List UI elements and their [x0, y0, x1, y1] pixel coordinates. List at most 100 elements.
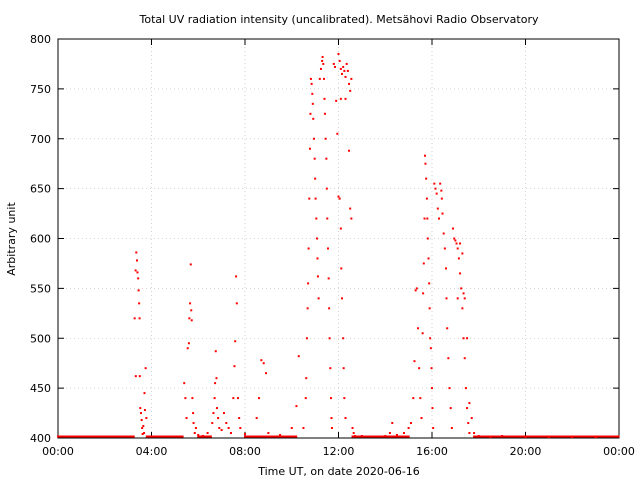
data-point	[440, 189, 443, 192]
data-point	[420, 417, 423, 420]
data-point	[470, 417, 473, 420]
data-points	[57, 52, 620, 439]
y-tick-label: 500	[30, 332, 51, 345]
data-point	[330, 397, 333, 400]
data-point	[348, 149, 351, 152]
data-point	[326, 247, 329, 250]
data-point	[265, 372, 268, 375]
data-point	[433, 182, 436, 185]
data-point	[132, 435, 135, 438]
data-point	[428, 282, 431, 285]
data-point	[206, 432, 209, 435]
data-point	[138, 375, 141, 378]
data-point	[360, 435, 363, 438]
data-point	[477, 435, 480, 438]
y-tick-label: 600	[30, 233, 51, 246]
data-point	[438, 217, 441, 220]
data-point	[448, 387, 451, 390]
data-point	[312, 137, 315, 140]
data-point	[323, 112, 326, 115]
data-point	[308, 147, 311, 150]
data-point	[295, 435, 298, 438]
data-point	[309, 112, 312, 115]
data-point	[329, 367, 332, 370]
data-point	[236, 397, 239, 400]
data-point	[428, 307, 431, 310]
y-tick-label: 650	[30, 183, 51, 196]
data-point	[462, 292, 465, 295]
data-point	[342, 367, 345, 370]
data-point	[431, 407, 434, 410]
data-point	[140, 419, 143, 422]
data-point	[345, 62, 348, 65]
data-point	[426, 217, 429, 220]
data-point	[449, 407, 452, 410]
data-point	[445, 297, 448, 300]
data-point	[262, 362, 265, 365]
data-point	[342, 337, 345, 340]
data-point	[337, 52, 340, 55]
data-point	[186, 347, 189, 350]
data-point	[453, 237, 456, 240]
data-point	[430, 367, 433, 370]
y-tick-label: 750	[30, 83, 51, 96]
data-point	[415, 287, 418, 290]
data-point	[190, 309, 193, 312]
data-point	[321, 59, 324, 62]
data-point	[136, 271, 139, 274]
data-point	[225, 422, 228, 425]
data-point	[342, 65, 345, 68]
data-point	[524, 436, 527, 439]
data-point	[452, 227, 455, 230]
data-point	[328, 337, 331, 340]
data-point	[305, 377, 308, 380]
data-point	[333, 65, 336, 68]
data-point	[327, 277, 330, 280]
data-point	[459, 272, 462, 275]
data-point	[330, 427, 333, 430]
data-point	[324, 137, 327, 140]
data-point	[352, 432, 355, 435]
y-tick-label: 800	[30, 33, 51, 46]
data-point	[424, 162, 427, 165]
data-point	[316, 257, 319, 260]
data-point	[473, 432, 476, 435]
data-point	[209, 435, 212, 438]
y-tick-label: 450	[30, 382, 51, 395]
data-point	[416, 327, 419, 330]
data-point	[402, 432, 405, 435]
data-point	[341, 297, 344, 300]
data-point	[440, 197, 443, 200]
data-point	[442, 232, 445, 235]
data-point	[439, 182, 442, 185]
data-point	[339, 227, 342, 230]
data-point	[312, 117, 315, 120]
data-point	[143, 392, 146, 395]
data-point	[344, 417, 347, 420]
data-point	[215, 407, 218, 410]
data-point	[434, 187, 437, 190]
data-point	[454, 239, 457, 242]
data-point	[138, 317, 141, 320]
data-point	[468, 432, 471, 435]
data-point	[229, 432, 232, 435]
data-point	[267, 432, 270, 435]
x-tick-label: 16:00	[416, 445, 448, 458]
data-point	[501, 435, 504, 438]
data-point	[141, 427, 144, 430]
data-point	[407, 435, 410, 438]
data-point	[338, 197, 341, 200]
data-point	[423, 217, 426, 220]
data-point	[388, 432, 391, 435]
data-point	[317, 297, 320, 300]
data-point	[461, 307, 464, 310]
data-point	[335, 99, 338, 102]
data-point	[307, 247, 310, 250]
x-tick-label: 04:00	[136, 445, 168, 458]
data-point	[227, 427, 230, 430]
data-point	[431, 387, 433, 390]
data-point	[339, 67, 342, 70]
data-point	[337, 195, 340, 198]
data-point	[461, 252, 464, 255]
